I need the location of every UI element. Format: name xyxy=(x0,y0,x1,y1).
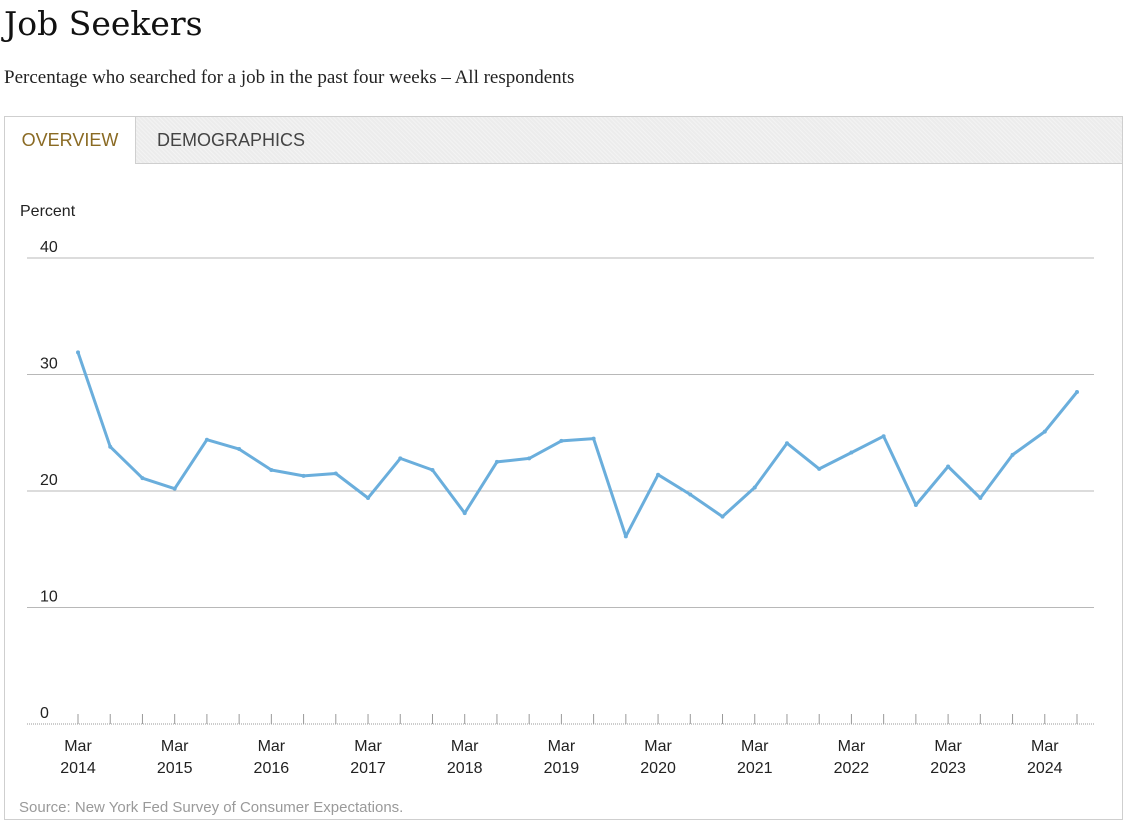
x-tick-label-year: 2015 xyxy=(157,760,193,777)
y-tick-label-0: 0 xyxy=(40,705,49,722)
data-point xyxy=(688,492,693,497)
data-point xyxy=(76,350,80,355)
data-point xyxy=(430,468,435,473)
x-tick-label-month: Mar xyxy=(451,738,479,755)
data-point xyxy=(784,441,789,446)
data-point xyxy=(269,468,274,473)
data-point xyxy=(752,485,757,490)
y-tick-label-40: 40 xyxy=(40,239,58,256)
y-tick-label-30: 30 xyxy=(40,356,58,373)
data-point xyxy=(172,486,177,491)
x-axis: Mar 2014 Mar 2015 Mar 2016 Mar 2017 Mar 2018 Mar 20… xyxy=(27,714,1094,777)
data-point xyxy=(881,434,886,439)
x-tick-label-year: 2019 xyxy=(544,760,580,777)
x-tick-label-month: Mar xyxy=(258,738,286,755)
data-point xyxy=(591,436,596,441)
x-tick-label-year: 2022 xyxy=(834,760,870,777)
data-point xyxy=(301,473,306,478)
tab-bar: OVERVIEW DEMOGRAPHICS xyxy=(5,117,1122,164)
x-tick-label-year: 2014 xyxy=(60,760,96,777)
data-point xyxy=(140,476,145,481)
x-tick-label-month: Mar xyxy=(64,738,92,755)
x-tick-label-month: Mar xyxy=(838,738,866,755)
series-layer xyxy=(76,350,1079,539)
x-tick-label-year: 2016 xyxy=(254,760,290,777)
x-tick-label-year: 2018 xyxy=(447,760,483,777)
data-point xyxy=(720,514,725,519)
x-tick-label-year: 2017 xyxy=(350,760,386,777)
data-point xyxy=(946,464,951,469)
data-point xyxy=(978,495,983,500)
x-tick-label-month: Mar xyxy=(741,738,769,755)
data-point xyxy=(849,450,854,455)
page-subtitle: Percentage who searched for a job in the… xyxy=(4,67,575,88)
data-point xyxy=(366,495,371,500)
data-point xyxy=(204,437,209,442)
data-point xyxy=(1010,452,1015,457)
data-point xyxy=(913,502,918,507)
data-point xyxy=(1042,429,1047,434)
chart-panel: OVERVIEW DEMOGRAPHICS Percent 0 10 20 30 40 … xyxy=(4,116,1123,820)
data-point xyxy=(1075,389,1079,394)
x-tick-label-month: Mar xyxy=(1031,738,1059,755)
x-tick-label-month: Mar xyxy=(934,738,962,755)
y-axis-label: Percent xyxy=(20,203,76,220)
x-tick-label-year: 2021 xyxy=(737,760,773,777)
x-tick-label-month: Mar xyxy=(161,738,189,755)
data-point xyxy=(559,438,564,443)
data-point xyxy=(108,444,113,449)
data-point xyxy=(462,511,467,516)
tab-overview[interactable]: OVERVIEW xyxy=(5,117,136,164)
y-tick-label-10: 10 xyxy=(40,589,58,606)
source-note: Source: New York Fed Survey of Consumer … xyxy=(19,799,404,816)
x-tick-label-year: 2024 xyxy=(1027,760,1063,777)
x-tick-label-year: 2020 xyxy=(640,760,676,777)
data-point xyxy=(237,447,242,452)
data-point xyxy=(333,471,338,476)
data-point xyxy=(494,459,499,464)
x-tick-label-year: 2023 xyxy=(930,760,966,777)
tab-demographics[interactable]: DEMOGRAPHICS xyxy=(156,130,306,150)
data-point xyxy=(398,456,403,461)
y-tick-label-20: 20 xyxy=(40,472,58,489)
data-point xyxy=(656,472,661,477)
x-tick-label-month: Mar xyxy=(644,738,672,755)
x-tick-label-month: Mar xyxy=(354,738,382,755)
data-point xyxy=(623,534,628,539)
y-tick-labels: 0 10 20 30 40 xyxy=(40,239,58,722)
data-point xyxy=(817,466,822,471)
gridlines xyxy=(27,257,1094,608)
data-point xyxy=(527,456,532,461)
page-title: Job Seekers xyxy=(4,4,203,43)
series-line-0 xyxy=(76,350,1079,538)
x-tick-label-month: Mar xyxy=(548,738,576,755)
